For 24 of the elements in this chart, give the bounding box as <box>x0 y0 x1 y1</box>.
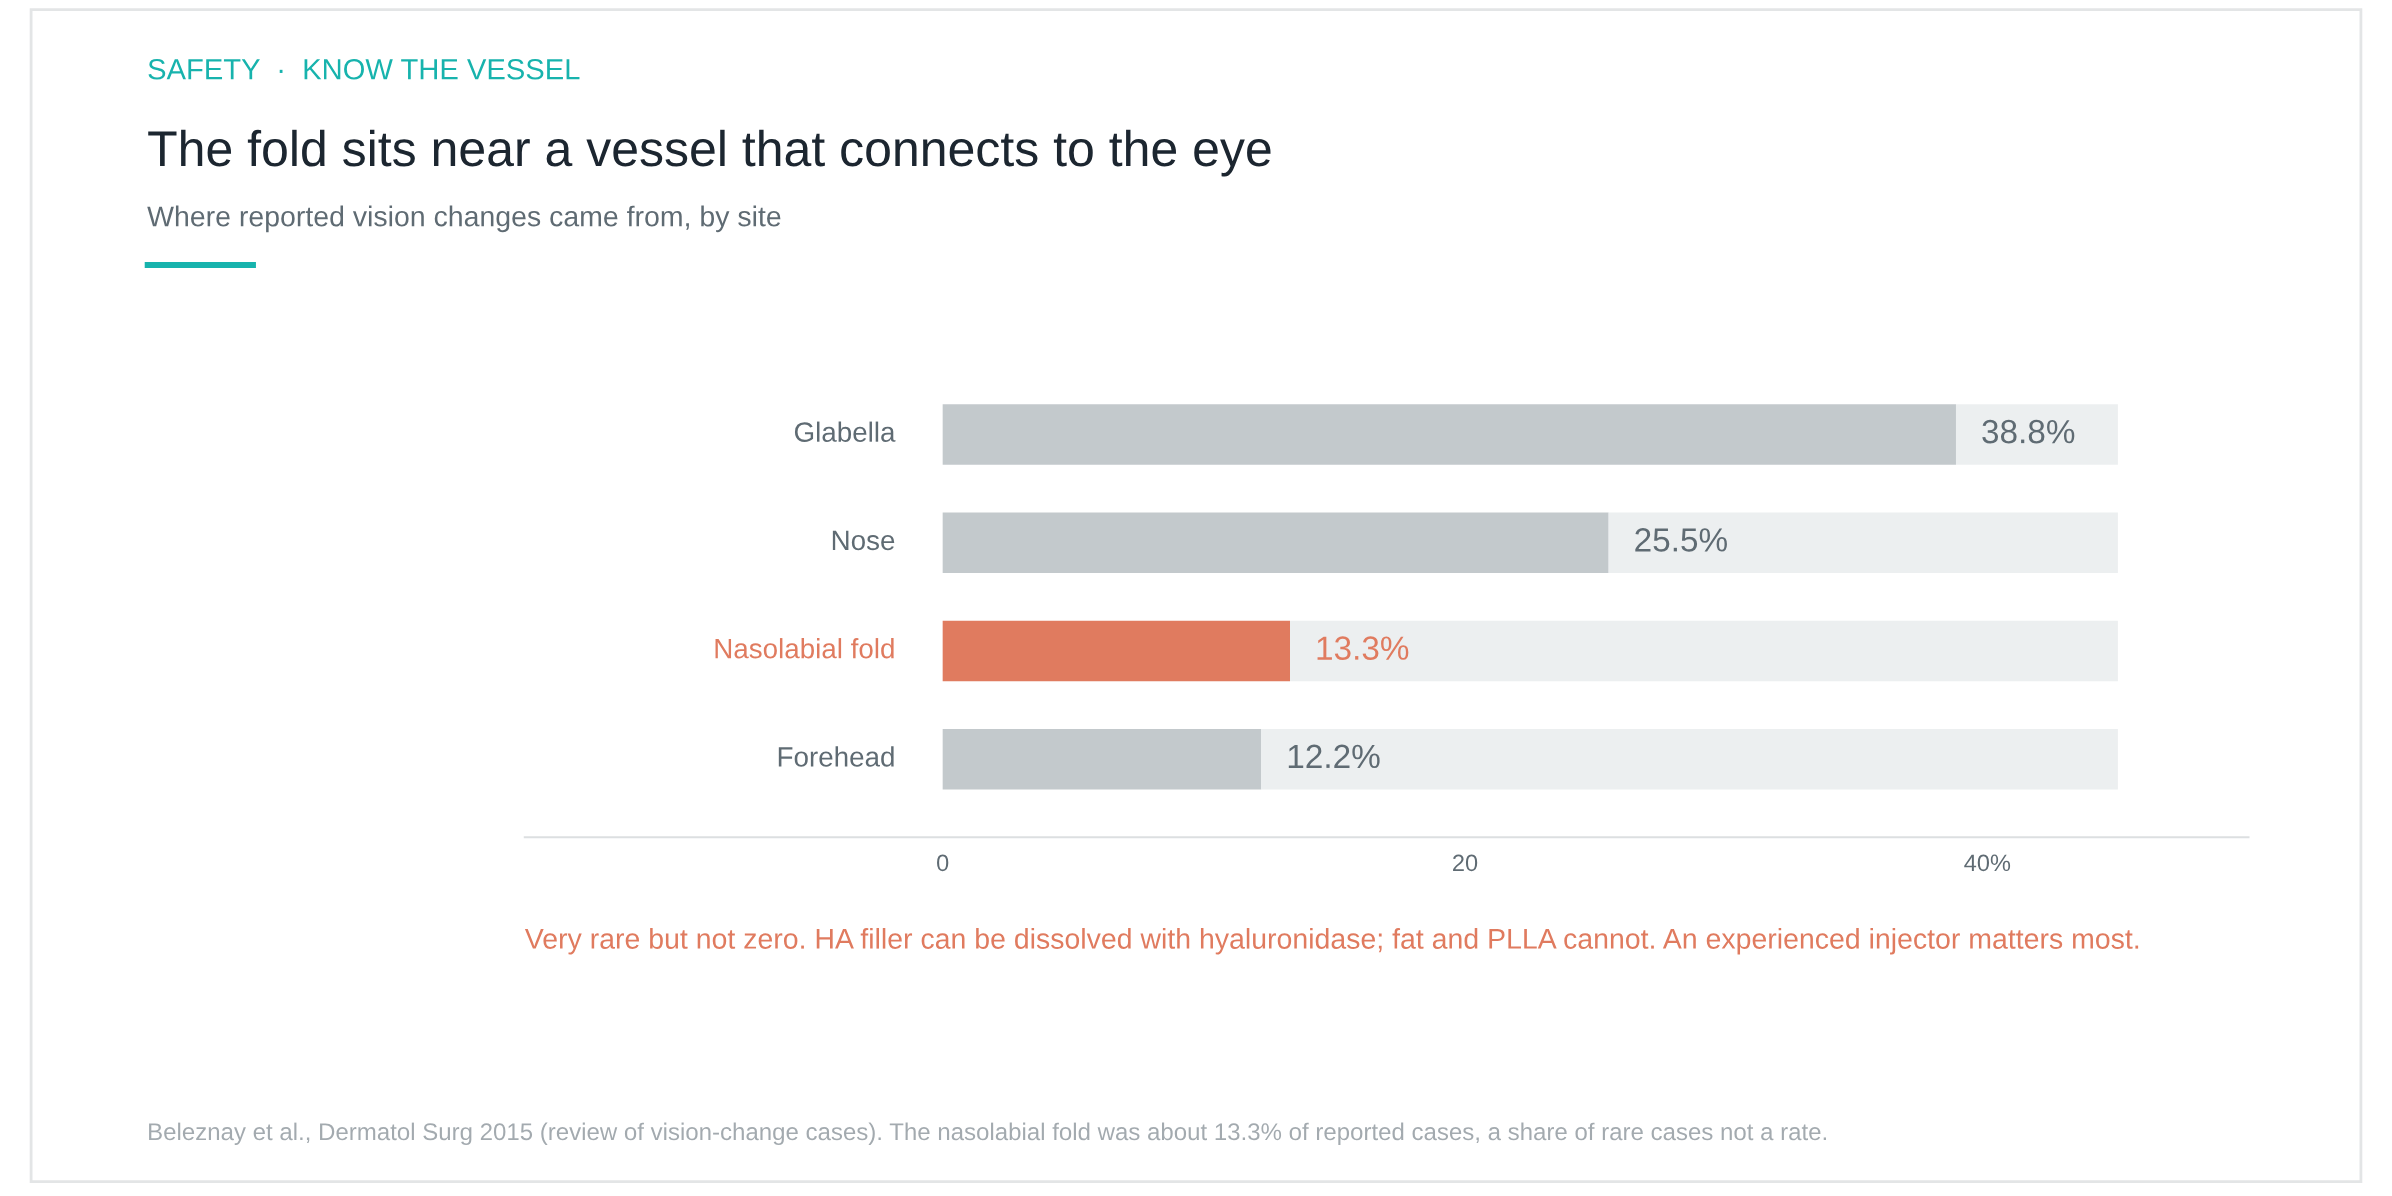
y-tick-label: Glabella <box>794 421 896 442</box>
text: Beleznay et al., Dermatol Surg 2015 (review of vision-change cases). The nasolabial fold was about 13.3% of reported cases, a share of rare cases not a rate. <box>149 1122 1827 1146</box>
x-tick-label: 20 <box>1453 854 1478 872</box>
data-label: 13.3% <box>1317 636 1409 660</box>
chart-title: The fold sits near a vessel that connects to the eye <box>148 129 1271 177</box>
text: Very rare but not zero. HA filler can be dissolved with hyaluronidase; fat and PLLA cannot. An experienced injector matters most. <box>524 927 2139 955</box>
x-tick-label: 0 <box>937 854 949 872</box>
bar <box>942 404 1956 465</box>
bar <box>942 512 1609 574</box>
chart-subtitle: Where reported vision changes came from, by site <box>147 205 781 233</box>
bar <box>1290 620 2118 682</box>
data-label: 25.5% <box>1635 528 1727 552</box>
y-tick-label: Forehead <box>778 746 894 767</box>
text: SAFETY · KNOW THE VESSEL <box>148 58 580 80</box>
y-tick-label: Nasolabial fold <box>715 638 894 659</box>
bar <box>1955 404 2118 465</box>
data-label: 12.2% <box>1288 744 1380 769</box>
y-tick-label: Nose <box>832 530 895 551</box>
data-label: 38.8% <box>1982 419 2075 444</box>
bar <box>942 728 1262 790</box>
bar <box>1608 512 2118 574</box>
bar <box>942 620 1291 682</box>
bar <box>1261 728 2118 790</box>
x-tick-label: 40% <box>1964 854 2011 872</box>
